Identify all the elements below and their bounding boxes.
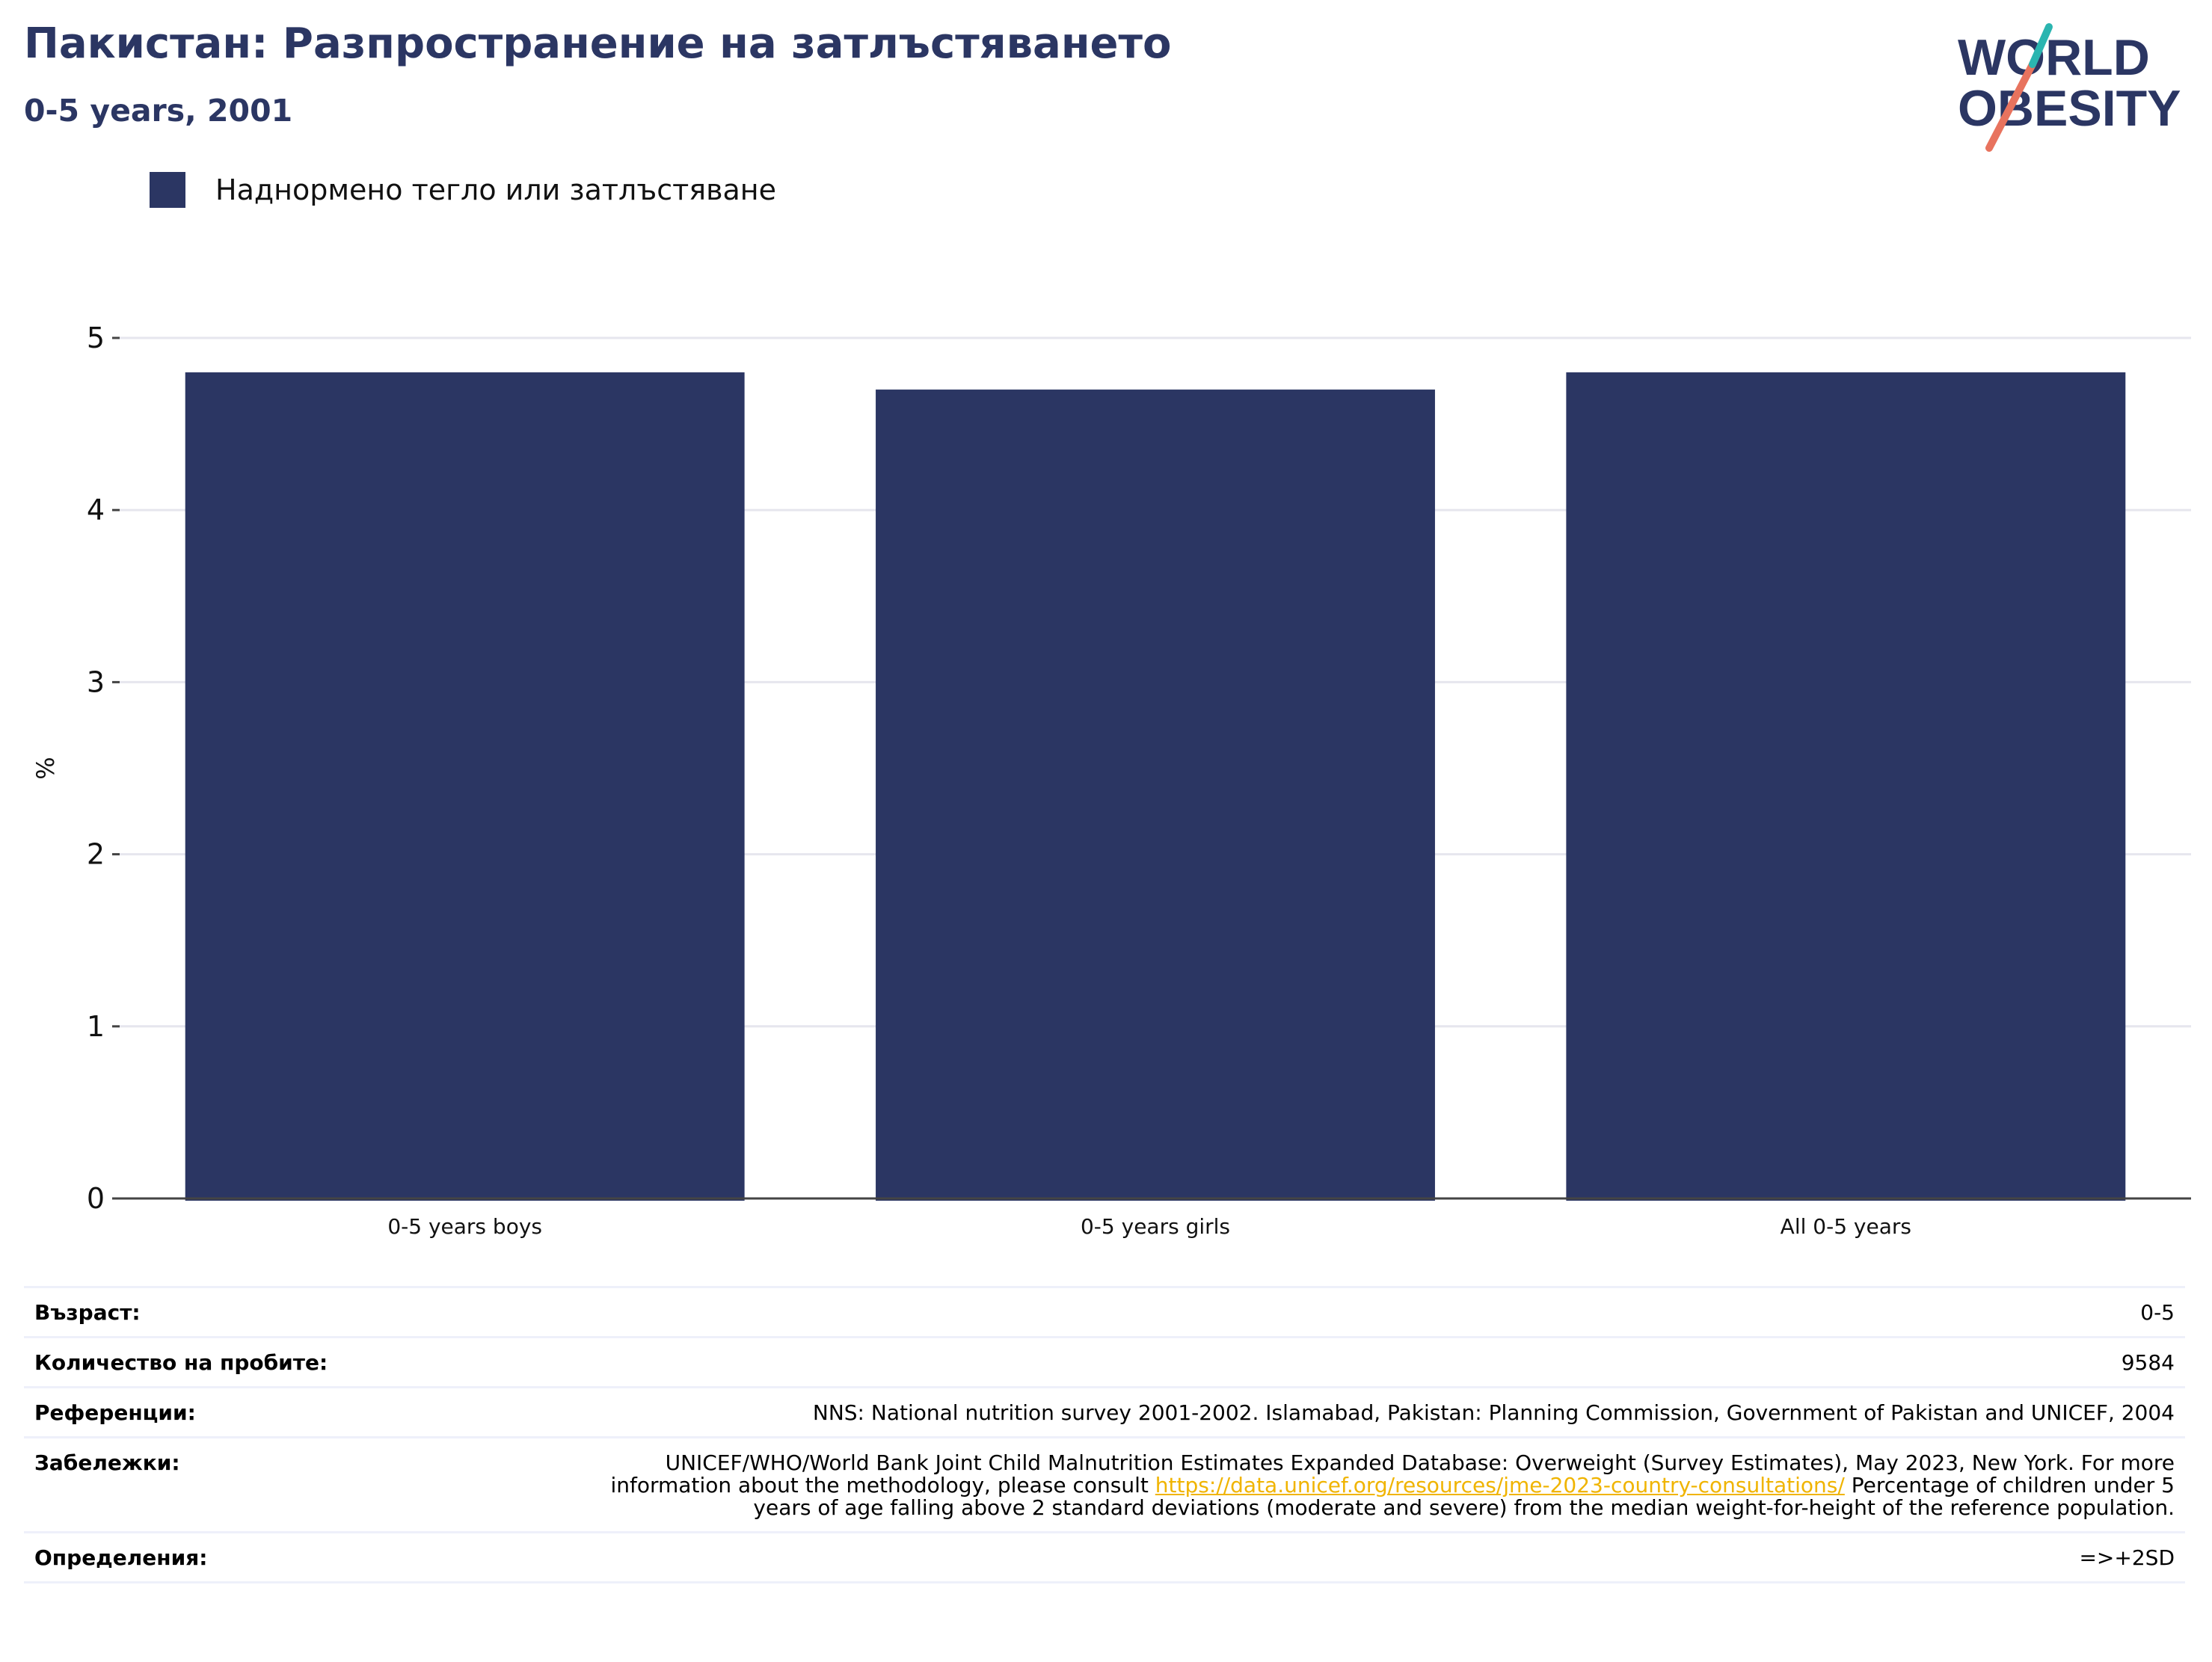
age-value: 0-5 xyxy=(2140,1300,2175,1325)
y-tick-label: 5 xyxy=(87,321,105,354)
info-row-age: Възраст: 0-5 xyxy=(24,1288,2185,1338)
y-tick-label: 3 xyxy=(87,665,105,698)
info-row-sample: Количество на пробите: 9584 xyxy=(24,1338,2185,1388)
sample-label: Количество на пробите: xyxy=(34,1350,328,1375)
page-title: Пакистан: Разпространение на затлъстяван… xyxy=(24,19,1172,68)
notes-value: UNICEF/WHO/World Bank Joint Child Malnut… xyxy=(597,1452,2175,1519)
definitions-value: =>+2SD xyxy=(2079,1545,2175,1570)
page-subtitle: 0-5 years, 2001 xyxy=(24,93,293,129)
svg-text:WORLD: WORLD xyxy=(1958,29,2150,86)
notes-label: Забележки: xyxy=(34,1450,180,1475)
chart-legend: Наднормено тегло или затлъстяване xyxy=(150,172,776,208)
world-obesity-logo: WORLD OBESITY xyxy=(1958,23,2181,152)
y-tick-label: 4 xyxy=(87,493,105,526)
y-tick-label: 0 xyxy=(87,1182,105,1215)
notes-text: UNICEF/WHO/World Bank Joint Child Malnut… xyxy=(610,1450,2175,1498)
y-axis-label: % xyxy=(31,757,60,779)
sample-value: 9584 xyxy=(2121,1350,2175,1375)
svg-text:OBESITY: OBESITY xyxy=(1958,80,2181,137)
info-row-notes: Забележки: UNICEF/WHO/World Bank Joint C… xyxy=(24,1438,2185,1533)
y-tick-label: 1 xyxy=(87,1010,105,1043)
methodology-link[interactable]: https://data.unicef.org/resources/jme-20… xyxy=(1155,1473,1845,1498)
x-tick-label: All 0-5 years xyxy=(1781,1214,1911,1239)
bar xyxy=(876,390,1435,1201)
y-tick-label: 2 xyxy=(87,838,105,871)
info-table: Възраст: 0-5 Количество на пробите: 9584… xyxy=(24,1286,2185,1583)
notes-text-continued: Percentage of children under 5 years of … xyxy=(753,1473,2175,1520)
bar xyxy=(1566,372,2126,1201)
bar-chart: 0 1 2 3 4 5 0-5 years boys 0-5 years girls All 0… xyxy=(31,321,2191,1239)
age-label: Възраст: xyxy=(34,1300,141,1325)
references-label: Референции: xyxy=(34,1400,196,1425)
references-value: NNS: National nutrition survey 2001-2002… xyxy=(812,1400,2175,1425)
x-tick-label: 0-5 years girls xyxy=(1081,1214,1230,1239)
info-row-definitions: Определения: =>+2SD xyxy=(24,1533,2185,1583)
info-row-references: Референции: NNS: National nutrition surv… xyxy=(24,1388,2185,1438)
x-tick-label: 0-5 years boys xyxy=(387,1214,542,1239)
legend-label: Наднормено тегло или затлъстяване xyxy=(215,173,776,206)
bar xyxy=(185,372,745,1201)
legend-swatch xyxy=(150,172,185,208)
definitions-label: Определения: xyxy=(34,1545,208,1570)
